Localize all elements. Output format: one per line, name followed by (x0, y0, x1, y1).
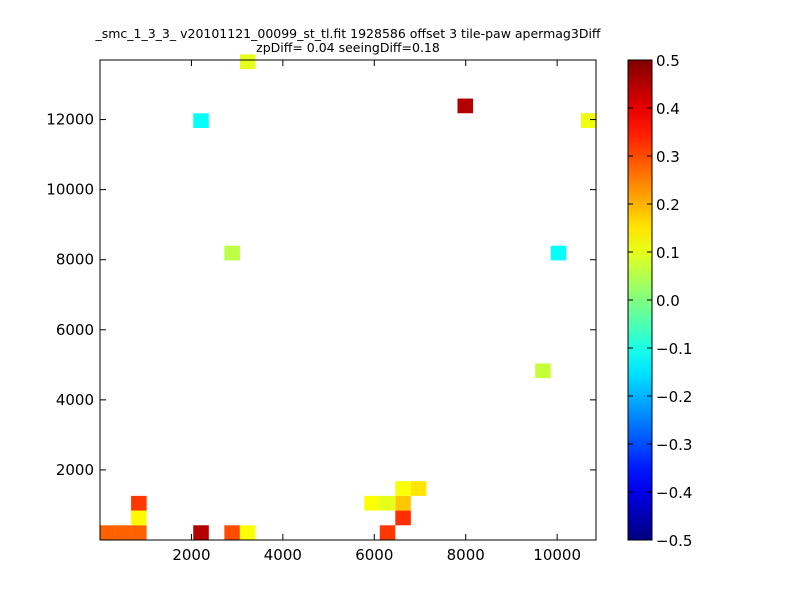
heatmap-cell (364, 495, 380, 511)
colorbar-tick-label: −0.3 (656, 436, 692, 454)
colorbar-tick-label: 0.5 (656, 52, 680, 70)
colorbar-tick-label: 0.0 (656, 292, 680, 310)
colorbar-tick-label: −0.5 (656, 532, 692, 550)
colorbar-tick-label: 0.1 (656, 244, 680, 262)
heatmap-cells (100, 54, 597, 540)
heatmap-cell (115, 525, 132, 540)
heatmap-cell (395, 481, 411, 496)
heatmap-cell (131, 525, 147, 540)
heatmap-cell (550, 245, 567, 261)
chart-title-line1: _smc_1_3_3_ v20101121_00099_st_tl.fit 19… (94, 26, 600, 41)
y-tick-label: 10000 (46, 181, 94, 199)
colorbar-tick-label: 0.4 (656, 100, 680, 118)
colorbar-tick-label: 0.2 (656, 196, 680, 214)
y-tick-label: 2000 (56, 461, 94, 479)
x-tick-label: 6000 (355, 546, 393, 564)
x-tick-label: 8000 (447, 546, 485, 564)
heatmap-cell (457, 98, 474, 114)
y-tick-label: 12000 (46, 111, 94, 129)
y-axis: 2000 4000 6000 8000 10000 12000 (46, 111, 596, 479)
heatmap-cell (379, 525, 396, 540)
colorbar-tick-label: −0.1 (656, 340, 692, 358)
x-tick-label: 4000 (264, 546, 302, 564)
plot-frame (99, 59, 597, 541)
colorbar-tick-label: −0.4 (656, 484, 692, 502)
x-tick-label: 10000 (533, 546, 581, 564)
heatmap-cell (193, 525, 209, 540)
colorbar-tick-label: −0.2 (656, 388, 692, 406)
colorbar-tick-label: 0.3 (656, 148, 680, 166)
y-tick-label: 6000 (56, 321, 94, 339)
heatmap-cell (239, 525, 256, 540)
heatmap-cell (193, 113, 209, 128)
x-axis: 2000 4000 6000 8000 10000 (172, 60, 581, 564)
heatmap-cell (224, 245, 240, 261)
heatmap-cell (535, 363, 551, 379)
y-tick-label: 8000 (56, 251, 94, 269)
y-tick-label: 4000 (56, 391, 94, 409)
heatmap-cell (410, 481, 427, 496)
heatmap-cell (100, 525, 116, 540)
heatmap-cell (239, 54, 256, 70)
colorbar-axis: 0.5 0.4 0.3 0.2 0.1 0.0 −0.1 −0.2 −0.3 −0.4 −0.5 (628, 52, 692, 550)
heatmap-cell (131, 495, 147, 511)
heatmap-cell (395, 495, 411, 511)
heatmap-cell (580, 113, 597, 128)
heatmap-cell (379, 495, 396, 511)
heatmap-cell (131, 510, 147, 526)
heatmap-cell (224, 525, 240, 540)
x-tick-label: 2000 (172, 546, 210, 564)
heatmap-cell (395, 510, 411, 526)
chart-title-line2: zpDiff= 0.04 seeingDiff=0.18 (256, 40, 440, 55)
